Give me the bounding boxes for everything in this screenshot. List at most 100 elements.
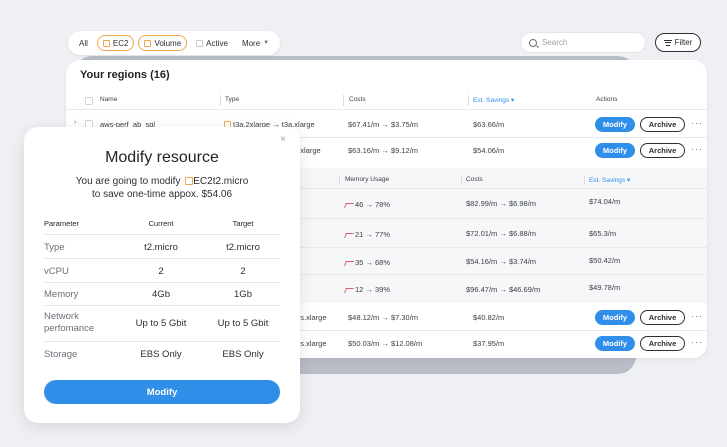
param-current: 2 bbox=[158, 266, 164, 277]
param-label: Network perfomance bbox=[44, 311, 95, 334]
nested-row[interactable]: 35 → 68% $54.16/m → $3.74/m $50.42/m bbox=[66, 248, 707, 274]
col-actions: Actions bbox=[596, 96, 618, 103]
row-name: aws-perf_ab_sql bbox=[100, 120, 156, 129]
row-savings: $37.95/m bbox=[473, 339, 505, 348]
more-options-icon[interactable]: ··· bbox=[691, 337, 703, 347]
row-type: ...s.xlarge bbox=[294, 339, 327, 348]
filter-chip-active[interactable]: Active bbox=[191, 35, 233, 51]
header-current: Current bbox=[148, 219, 174, 228]
param-target: t2.micro bbox=[226, 242, 260, 253]
modify-button[interactable]: Modify bbox=[595, 310, 635, 325]
filter-button[interactable]: Filter bbox=[655, 33, 701, 52]
search-icon bbox=[529, 38, 537, 47]
modify-button[interactable]: Modify bbox=[595, 143, 635, 158]
ec2-icon bbox=[185, 177, 194, 185]
row-savings: $63.66/m bbox=[473, 120, 505, 129]
row-costs: $63.16/m → $9.12/m bbox=[348, 146, 419, 155]
memory-usage: 12 → 39% bbox=[344, 285, 390, 294]
nested-savings: $50.42/m bbox=[589, 256, 621, 265]
search-input[interactable]: Search bbox=[520, 32, 646, 53]
param-label: vCPU bbox=[44, 266, 69, 277]
archive-button[interactable]: Archive bbox=[640, 117, 685, 132]
more-options-icon[interactable]: ··· bbox=[691, 118, 703, 128]
parameters-header: Parameter Current Target bbox=[44, 219, 280, 235]
nested-costs: $72.01/m → $6.88/m bbox=[466, 229, 537, 238]
row-savings: $54.06/m bbox=[473, 146, 505, 155]
modify-button[interactable]: Modify bbox=[595, 336, 635, 351]
modify-button[interactable]: Modify bbox=[595, 117, 635, 132]
memory-usage: 46 → 78% bbox=[344, 200, 390, 209]
nested-costs: $54.16/m → $3.74/m bbox=[466, 257, 537, 266]
nested-savings: $49.78/m bbox=[589, 283, 621, 292]
col-est-savings[interactable]: Est. Savings ▾ bbox=[473, 97, 515, 104]
desc-target: EC2t2.micro bbox=[193, 176, 249, 187]
regions-table-header: Name Type Costs Est. Savings ▾ Actions bbox=[66, 95, 707, 108]
select-all-checkbox[interactable] bbox=[85, 97, 93, 105]
row-costs: $67.41/m → $3.75/m bbox=[348, 120, 419, 129]
modify-resource-modal: × Modify resource You are going to modif… bbox=[24, 127, 300, 423]
archive-button[interactable]: Archive bbox=[640, 310, 685, 325]
param-row-type: Type t2.micro t2.micro bbox=[44, 235, 280, 259]
nested-row[interactable]: 12 → 39% $96.47/m → $46.69/m $49.78/m bbox=[66, 275, 707, 301]
ec2-icon bbox=[102, 39, 110, 47]
filter-chip-volume[interactable]: Volume bbox=[138, 35, 188, 51]
param-target: Up to 5 Gbit bbox=[217, 318, 269, 329]
archive-button[interactable]: Archive bbox=[640, 143, 685, 158]
param-current: 4Gb bbox=[152, 289, 170, 300]
desc-prefix: You are going to modify bbox=[75, 176, 181, 187]
filter-chip-label: Active bbox=[206, 38, 228, 48]
param-target: EBS Only bbox=[222, 349, 264, 360]
table-row[interactable]: › aws-perf_ab_sql t3a.2xlarge → t3a.xlar… bbox=[66, 112, 707, 136]
nested-row[interactable]: 46 → 78% $82.99/m → $6.98/m $74.04/m bbox=[66, 189, 707, 215]
filter-chip-label: All bbox=[79, 38, 88, 48]
table-row[interactable]: ...xlarge $63.16/m → $9.12/m $54.06/m Mo… bbox=[66, 138, 707, 162]
col-memory-usage[interactable]: Memory Usage bbox=[345, 176, 390, 183]
param-current: EBS Only bbox=[140, 349, 182, 360]
chevron-down-icon: ▼ bbox=[263, 40, 270, 46]
archive-button[interactable]: Archive bbox=[640, 336, 685, 351]
volume-icon bbox=[144, 39, 152, 47]
more-filters-dropdown[interactable]: More ▼ bbox=[237, 35, 274, 51]
nested-costs: $82.99/m → $6.98/m bbox=[466, 199, 537, 208]
row-savings: $40.82/m bbox=[473, 313, 505, 322]
memory-usage: 35 → 68% bbox=[344, 258, 390, 267]
col-nested-costs[interactable]: Costs bbox=[466, 176, 483, 183]
filter-chip-all[interactable]: All bbox=[74, 35, 93, 51]
param-row-vcpu: vCPU 2 2 bbox=[44, 259, 280, 283]
modal-modify-button[interactable]: Modify bbox=[44, 380, 280, 404]
filter-chip-bar: All EC2 Volume Active More ▼ bbox=[68, 31, 280, 55]
sparkline-icon bbox=[344, 287, 354, 293]
param-current: t2.micro bbox=[144, 242, 178, 253]
col-costs[interactable]: Costs bbox=[349, 96, 366, 103]
table-row[interactable]: ...s.xlarge $50.03/m → $12.08/m $37.95/m… bbox=[66, 331, 707, 355]
desc-savings: to save one-time appox. $54.06 bbox=[91, 189, 233, 200]
filter-chip-label: Volume bbox=[154, 38, 182, 48]
param-label: Storage bbox=[44, 349, 78, 360]
filter-icon bbox=[663, 39, 672, 46]
parameters-table: Parameter Current Target Type t2.micro t… bbox=[44, 219, 280, 366]
more-options-icon[interactable]: ··· bbox=[691, 144, 703, 154]
search-placeholder: Search bbox=[542, 38, 568, 47]
param-row-memory: Memory 4Gb 1Gb bbox=[44, 283, 280, 306]
col-name[interactable]: Name bbox=[100, 96, 118, 103]
nested-savings: $65.3/m bbox=[589, 229, 617, 238]
header-parameter: Parameter bbox=[44, 219, 80, 228]
close-icon[interactable]: × bbox=[280, 134, 286, 145]
filter-chip-ec2[interactable]: EC2 bbox=[96, 35, 135, 51]
more-label: More bbox=[241, 38, 261, 48]
col-type[interactable]: Type bbox=[225, 96, 240, 103]
nested-savings: $74.04/m bbox=[589, 197, 621, 206]
nested-costs: $96.47/m → $46.69/m bbox=[466, 285, 541, 294]
memory-usage: 21 → 77% bbox=[344, 230, 390, 239]
col-est-savings-label: Est. Savings bbox=[473, 97, 510, 104]
param-current: Up to 5 Gbit bbox=[135, 318, 187, 329]
param-row-storage: Storage EBS Only EBS Only bbox=[44, 342, 280, 366]
expand-chevron-icon[interactable]: › bbox=[74, 119, 77, 126]
row-type: ...s.xlarge bbox=[294, 313, 327, 322]
param-target: 2 bbox=[240, 266, 246, 277]
more-options-icon[interactable]: ··· bbox=[691, 311, 703, 321]
col-nested-savings[interactable]: Est. Savings ▾ bbox=[589, 177, 631, 184]
nested-row[interactable]: 21 → 77% $72.01/m → $6.88/m $65.3/m bbox=[66, 219, 707, 245]
table-row[interactable]: ...s.xlarge $48.12/m → $7.30/m $40.82/m … bbox=[66, 305, 707, 329]
active-icon bbox=[196, 39, 204, 47]
